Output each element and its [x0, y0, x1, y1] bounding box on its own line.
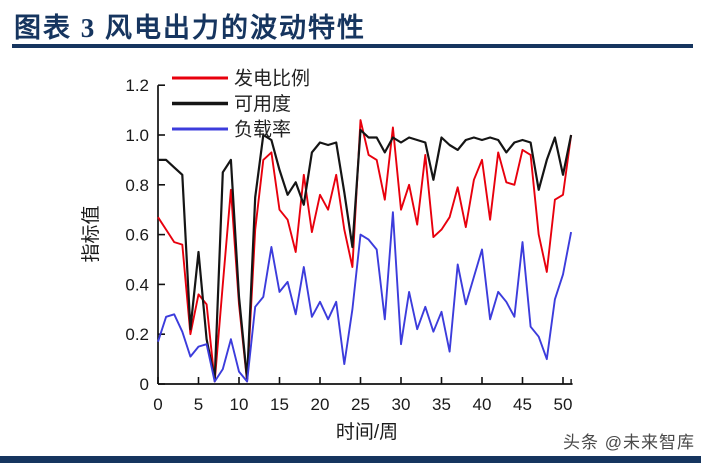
line-chart: 0 0.2 0.4 0.6 0.8 1.0 1.2 0 5 10 15 20 25 30 35 40 45 50 指… — [80, 68, 573, 443]
legend-label-2: 负载率 — [234, 119, 291, 141]
y-tick-label: 0.8 — [125, 176, 149, 195]
y-tick-label: 0.6 — [125, 226, 149, 245]
series-line-0 — [157, 119, 573, 383]
legend-label-1: 可用度 — [234, 93, 291, 115]
y-tick-label: 1.0 — [125, 126, 149, 145]
y-tick-label: 0.2 — [125, 325, 149, 344]
x-tick-label: 5 — [194, 395, 203, 414]
y-tick-label: 0.4 — [125, 275, 149, 294]
x-tick-label: 0 — [153, 395, 162, 414]
x-tick-label: 20 — [311, 395, 330, 414]
legend-label-0: 发电比例 — [234, 68, 310, 90]
x-tick-label: 25 — [351, 395, 370, 414]
series-line-1 — [158, 128, 573, 381]
x-tick-label: 10 — [230, 395, 249, 414]
figure-title: 图表 3 风电出力的波动特性 — [14, 13, 366, 43]
x-axis-label: 时间/周 — [336, 421, 398, 443]
x-tick-label: 30 — [392, 395, 411, 414]
y-tick-label: 0 — [140, 375, 149, 394]
series-line-2 — [157, 211, 573, 383]
watermark: 头条 @未来智库 — [563, 433, 695, 452]
x-tick-label: 45 — [513, 395, 532, 414]
x-tick-label: 50 — [554, 395, 573, 414]
y-tick-label: 1.2 — [125, 76, 149, 95]
title-underline — [12, 44, 693, 48]
y-axis-label: 指标值 — [80, 205, 102, 262]
x-tick-label: 40 — [473, 395, 492, 414]
x-tick-label: 35 — [432, 395, 451, 414]
x-tick-label: 15 — [270, 395, 289, 414]
bottom-accent-bar — [0, 456, 701, 463]
